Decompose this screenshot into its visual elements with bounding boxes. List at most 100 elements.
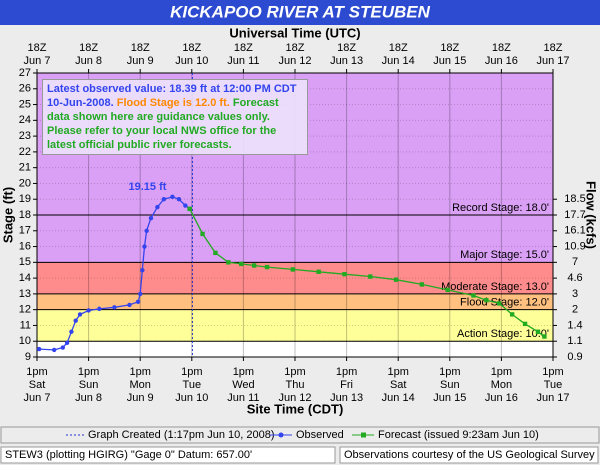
x-tick-label: 1pm bbox=[491, 366, 512, 378]
x2-tick-label: 18Z bbox=[492, 42, 511, 54]
legend-observed bbox=[278, 432, 284, 438]
stage-label: Major Stage: 15.0' bbox=[460, 249, 549, 261]
y2-title: Flow (kcfs) bbox=[584, 181, 599, 249]
footer-left: STEW3 (plotting HGIRG) "Gage 0" Datum: 6… bbox=[5, 449, 252, 461]
x2-tick-label: Jun 7 bbox=[24, 55, 51, 67]
point bbox=[342, 271, 347, 277]
point bbox=[497, 301, 502, 306]
y-tick-label: 23 bbox=[19, 130, 31, 142]
y-tick-label: 27 bbox=[19, 67, 31, 79]
point bbox=[52, 347, 57, 353]
x-tick-label: Thu bbox=[286, 379, 305, 391]
point bbox=[86, 308, 91, 313]
point bbox=[368, 274, 373, 279]
stage-label: Action Stage: 10.0' bbox=[457, 328, 549, 340]
x2-tick-label: Jun 12 bbox=[278, 55, 311, 67]
footer-box bbox=[339, 446, 599, 464]
point bbox=[200, 231, 205, 237]
info-observed: Latest observed value: 18.39 ft at 12:00… bbox=[47, 83, 297, 109]
point bbox=[135, 299, 141, 304]
x2-tick-label: Jun 8 bbox=[75, 55, 102, 67]
x2-tick-label: 18Z bbox=[337, 42, 356, 54]
point bbox=[290, 267, 296, 272]
point bbox=[140, 268, 145, 273]
x2-tick-label: 18Z bbox=[182, 42, 201, 54]
y2-tick-label: 4.6 bbox=[567, 272, 582, 284]
stage-band bbox=[37, 215, 553, 263]
point bbox=[127, 302, 132, 308]
chart-title: KICKAPOO RIVER AT STEUBEN bbox=[170, 2, 430, 21]
x-tick-label: 1pm bbox=[336, 366, 357, 378]
y2-tick-label: 10.9 bbox=[564, 240, 585, 252]
point bbox=[251, 263, 257, 268]
y-tick-label: 20 bbox=[19, 177, 31, 189]
info-box: Latest observed value: 18.39 ft at 12:00… bbox=[42, 79, 308, 155]
x-tick-label: Jun 17 bbox=[536, 392, 569, 404]
y-tick-label: 13 bbox=[19, 288, 31, 300]
x-tick-label: Jun 11 bbox=[227, 392, 259, 404]
x-tick-label: 1pm bbox=[26, 366, 47, 378]
y2-tick-label: 7 bbox=[572, 256, 578, 268]
y-tick-label: 17 bbox=[19, 225, 31, 237]
y-tick-label: 19 bbox=[19, 193, 31, 205]
x2-tick-label: Jun 15 bbox=[433, 55, 466, 67]
point bbox=[419, 282, 425, 287]
y-tick-label: 25 bbox=[19, 98, 31, 110]
y2-tick-label: 3 bbox=[572, 288, 578, 300]
y2-tick-label: 16.1 bbox=[564, 225, 585, 237]
y2-tick-label: 17.7 bbox=[564, 209, 585, 221]
info-note: Forecast data shown here are guidance va… bbox=[47, 97, 279, 151]
x2-tick-label: 18Z bbox=[389, 42, 408, 54]
x2-tick-label: Jun 10 bbox=[175, 55, 208, 67]
x2-tick-label: Jun 14 bbox=[382, 55, 415, 67]
x-tick-label: Mon bbox=[491, 379, 512, 391]
point bbox=[144, 228, 149, 233]
stage-band bbox=[37, 293, 553, 310]
point bbox=[60, 345, 65, 350]
point bbox=[316, 269, 321, 274]
x-tick-label: Sat bbox=[29, 379, 46, 391]
x-tick-label: Jun 12 bbox=[278, 392, 311, 404]
point bbox=[509, 312, 515, 317]
point bbox=[97, 306, 102, 312]
footer-box bbox=[0, 446, 336, 464]
y-tick-label: 26 bbox=[19, 83, 31, 95]
legend-label: Observed bbox=[296, 429, 344, 441]
x2-tick-label: Jun 16 bbox=[485, 55, 518, 67]
y-tick-label: 11 bbox=[20, 319, 31, 331]
point bbox=[69, 329, 74, 334]
point bbox=[183, 203, 188, 208]
x-tick-label: Jun 7 bbox=[24, 392, 51, 404]
x-tick-label: 1pm bbox=[181, 366, 202, 378]
x-tick-label: Sun bbox=[79, 379, 99, 391]
point bbox=[155, 204, 160, 210]
point bbox=[213, 250, 218, 256]
x-tick-label: 1pm bbox=[233, 366, 254, 378]
point bbox=[393, 277, 399, 282]
y2-tick-label: 1.1 bbox=[567, 335, 582, 347]
x-tick-label: Jun 16 bbox=[485, 392, 518, 404]
x2-tick-label: 18Z bbox=[544, 42, 563, 54]
y2-tick-label: 1.4 bbox=[567, 319, 582, 331]
legend-box bbox=[0, 426, 600, 444]
point bbox=[445, 287, 450, 293]
point bbox=[484, 298, 489, 303]
point bbox=[112, 305, 117, 310]
x-tick-label: Fri bbox=[340, 379, 353, 391]
x-tick-label: 1pm bbox=[542, 366, 563, 378]
legend-forecast bbox=[361, 432, 366, 438]
legend-label: Graph Created (1:17pm Jun 10, 2008) bbox=[88, 429, 275, 441]
x2-tick-label: Jun 17 bbox=[536, 55, 569, 67]
y2-tick-label: 2 bbox=[572, 304, 578, 316]
y-title: Stage (ft) bbox=[0, 187, 15, 243]
stage-label: Flood Stage: 12.0' bbox=[460, 297, 549, 309]
point bbox=[138, 291, 143, 297]
point bbox=[73, 318, 78, 323]
y-tick-label: 12 bbox=[19, 304, 31, 316]
point bbox=[535, 329, 541, 334]
x-tick-label: Jun 8 bbox=[75, 392, 102, 404]
point bbox=[239, 261, 244, 267]
stage-label: Moderate Stage: 13.0' bbox=[441, 281, 549, 293]
